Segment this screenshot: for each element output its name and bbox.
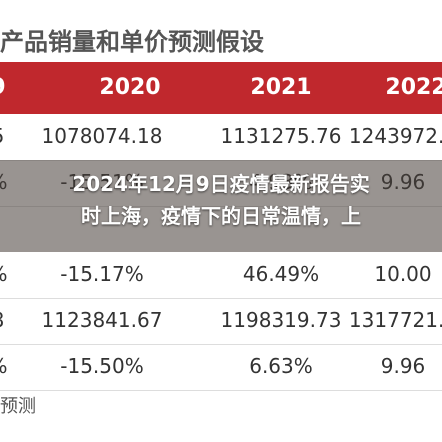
table-cell: -15.17%	[60, 262, 144, 286]
caption-line: 时上海，疫情下的日常温情，上	[81, 204, 361, 228]
table-cell: 5	[0, 124, 4, 148]
table-cell: 1123841.67	[41, 308, 163, 332]
caption-overlay: 2024年12月9日疫情最新报告实 时上海，疫情下的日常温情，上	[0, 160, 442, 252]
header-row: 9 2020 2021 2022	[0, 62, 442, 114]
table-cell: 1317721.1	[348, 308, 442, 332]
header-cell: 2022	[385, 75, 442, 100]
table-cell: 10.00	[374, 262, 432, 286]
table-cell: 1131275.76	[220, 124, 342, 148]
table-cell: 8	[0, 308, 4, 332]
table-cell: %	[0, 354, 8, 378]
table-cell: 1078074.18	[41, 124, 163, 148]
table-cell: 46.49%	[242, 262, 320, 286]
header-cell: 2021	[250, 75, 312, 100]
table-row: % -15.17% 46.49% 10.00	[0, 252, 442, 299]
footer-text: 预测	[0, 396, 36, 417]
table-cell: 1198319.73	[220, 308, 342, 332]
table-cell: 9.96	[380, 354, 426, 378]
table-cell: 6.63%	[249, 354, 313, 378]
table-cell: %	[0, 262, 8, 286]
table-row: % -15.50% 6.63% 9.96	[0, 344, 442, 391]
table-title: 产品销量和单价预测假设	[0, 28, 264, 56]
header-cell: 9	[0, 75, 6, 100]
caption-line: 2024年12月9日疫情最新报告实	[72, 172, 370, 196]
table-cell: 1243972.1	[348, 124, 442, 148]
table-cell: -15.50%	[60, 354, 144, 378]
header-cell: 2020	[99, 75, 161, 100]
